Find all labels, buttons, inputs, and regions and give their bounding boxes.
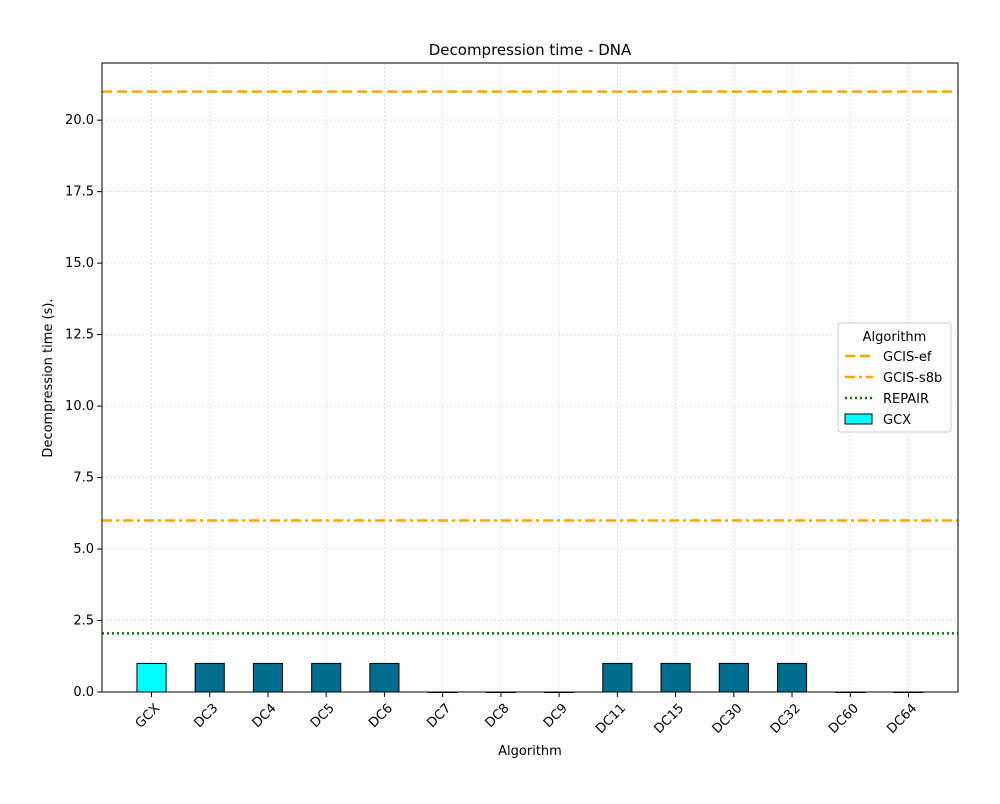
y-tick-label: 15.0	[65, 256, 94, 271]
x-tick-label: DC60	[826, 701, 862, 737]
legend-label-gcis-ef: GCIS-ef	[883, 350, 932, 365]
bars	[136, 662, 924, 693]
y-tick-label: 20.0	[65, 113, 94, 128]
x-axis-label: Algorithm	[498, 744, 562, 759]
grid-lines	[102, 63, 958, 693]
bar-dc6	[369, 662, 400, 693]
bar-dc5	[311, 662, 342, 693]
x-tick-label: GCX	[133, 701, 164, 732]
legend-label-gcis-s8b: GCIS-s8b	[883, 371, 942, 386]
x-tick-label: DC5	[308, 701, 338, 731]
bar-dc4	[252, 662, 284, 693]
reference-lines	[102, 90, 958, 635]
x-tick-label: DC7	[424, 701, 454, 731]
y-tick-label: 10.0	[65, 399, 94, 414]
bar-dc15	[660, 662, 691, 693]
y-tick-label: 5.0	[73, 542, 94, 557]
x-axis: GCX DC3 DC4 DC5 DC6 DC7 DC8 DC9 DC11 DC15 DC30 DC32…	[133, 692, 920, 737]
bar-gcx	[136, 662, 167, 693]
x-tick-label: DC32	[768, 701, 804, 737]
y-axis-label: Decompression time (s).	[41, 298, 56, 457]
y-tick-label: 17.5	[65, 185, 94, 200]
x-tick-label: DC8	[483, 701, 513, 731]
x-tick-label: DC3	[191, 701, 221, 731]
x-tick-label: DC9	[541, 701, 571, 731]
bar-dc30	[718, 662, 749, 693]
legend-box	[837, 322, 952, 433]
legend-label-gcx: GCX	[883, 413, 911, 428]
chart-title: Decompression time - DNA	[429, 41, 632, 59]
legend: Algorithm GCIS-ef GCIS-s8b REPAIR GCX	[837, 322, 952, 433]
legend-label-repair: REPAIR	[883, 392, 929, 407]
plot-frame	[101, 62, 959, 693]
y-axis: 0.0 2.5 5.0 7.5 10.0 12.5 15.0 17.5 20.0	[65, 113, 102, 700]
y-tick-label: 7.5	[73, 471, 94, 486]
legend-swatch-gcx	[844, 413, 873, 425]
bar-dc11	[602, 662, 633, 693]
x-tick-label: DC64	[884, 701, 920, 737]
x-tick-label: DC30	[710, 701, 746, 737]
legend-title: Algorithm	[863, 330, 927, 345]
bar-dc32	[776, 662, 808, 693]
bar-dc3	[194, 662, 225, 693]
x-tick-label: DC11	[593, 701, 629, 737]
y-tick-label: 0.0	[73, 685, 94, 700]
x-tick-label: DC6	[366, 701, 396, 731]
x-tick-label: DC15	[651, 701, 687, 737]
x-tick-label: DC4	[250, 701, 280, 731]
y-tick-label: 2.5	[73, 614, 94, 629]
y-tick-label: 12.5	[65, 328, 94, 343]
